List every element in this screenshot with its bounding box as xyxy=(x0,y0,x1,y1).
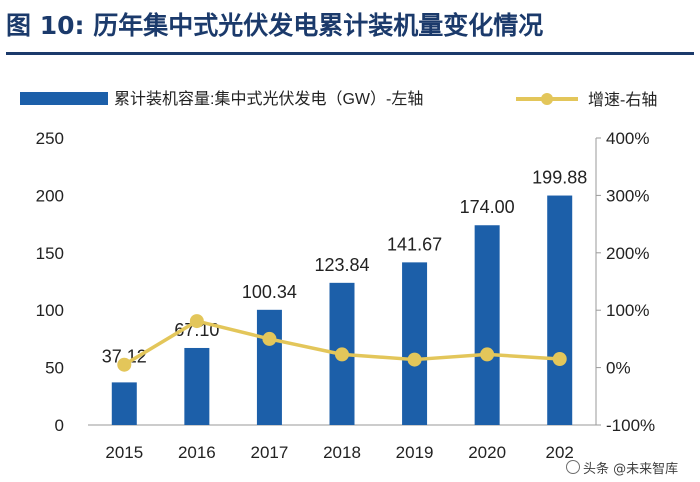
growth-point xyxy=(117,357,132,372)
bar xyxy=(402,262,428,425)
bar-value-label: 174.00 xyxy=(460,197,515,217)
bar xyxy=(547,195,573,425)
bar xyxy=(184,347,210,425)
growth-point xyxy=(189,314,204,329)
left-axis-ticks: 0 50 100 150 200 250 xyxy=(36,129,64,435)
x-axis-ticks: 2015 2016 2017 2018 2019 2020 202 xyxy=(105,443,574,462)
legend-bar-swatch xyxy=(20,92,108,105)
growth-line-series xyxy=(117,314,567,372)
legend-line-marker xyxy=(541,93,553,105)
right-tick-label: 0% xyxy=(606,359,631,378)
growth-point xyxy=(480,347,495,362)
x-tick-label: 2017 xyxy=(251,443,289,462)
left-tick-label: 100 xyxy=(36,301,64,320)
left-tick-label: 150 xyxy=(36,244,64,263)
right-tick-label: 300% xyxy=(606,186,649,205)
bar xyxy=(111,382,137,425)
growth-point xyxy=(335,347,349,362)
x-tick-label: 2018 xyxy=(323,443,361,462)
x-tick-label: 2020 xyxy=(468,443,506,462)
watermark-text: 头条 @未来智库 xyxy=(583,461,679,477)
bar xyxy=(256,309,282,425)
right-tick-label: 200% xyxy=(606,244,649,263)
x-tick-label: 2016 xyxy=(178,443,216,462)
left-tick-label: 0 xyxy=(55,416,64,435)
right-tick-label: -100% xyxy=(606,416,655,435)
right-tick-label: 100% xyxy=(606,301,649,320)
legend-bar-label: 累计装机容量:集中式光伏发电（GW）-左轴 xyxy=(114,90,423,108)
bar xyxy=(474,225,500,425)
left-tick-label: 50 xyxy=(45,359,64,378)
right-axis-ticks: -100% 0% 100% 200% 300% 400% xyxy=(596,129,655,435)
bar-value-label: 123.84 xyxy=(314,255,369,275)
bar-value-label: 199.88 xyxy=(532,168,587,188)
legend-line-label: 增速-右轴 xyxy=(588,91,657,109)
left-tick-label: 250 xyxy=(36,129,64,148)
growth-point xyxy=(262,331,277,346)
title-divider xyxy=(6,52,694,55)
x-tick-label: 202 xyxy=(546,443,574,462)
bar-value-label: 37.12 xyxy=(102,346,147,366)
left-tick-label: 200 xyxy=(36,186,64,205)
x-tick-label: 2015 xyxy=(105,443,143,462)
bar-value-label: 100.34 xyxy=(242,282,297,302)
figure-title: 图 10: 历年集中式光伏发电累计装机量变化情况 xyxy=(6,11,544,40)
legend: 累计装机容量:集中式光伏发电（GW）-左轴 增速-右轴 xyxy=(20,90,657,109)
growth-point xyxy=(407,352,422,367)
x-tick-label: 2019 xyxy=(396,443,434,462)
growth-point xyxy=(552,351,567,366)
bar-value-label: 141.67 xyxy=(387,234,442,254)
bar-series xyxy=(111,195,573,425)
right-tick-label: 400% xyxy=(606,129,649,148)
watermark-logo-icon xyxy=(566,460,580,474)
watermark: 头条 @未来智库 xyxy=(566,456,698,478)
